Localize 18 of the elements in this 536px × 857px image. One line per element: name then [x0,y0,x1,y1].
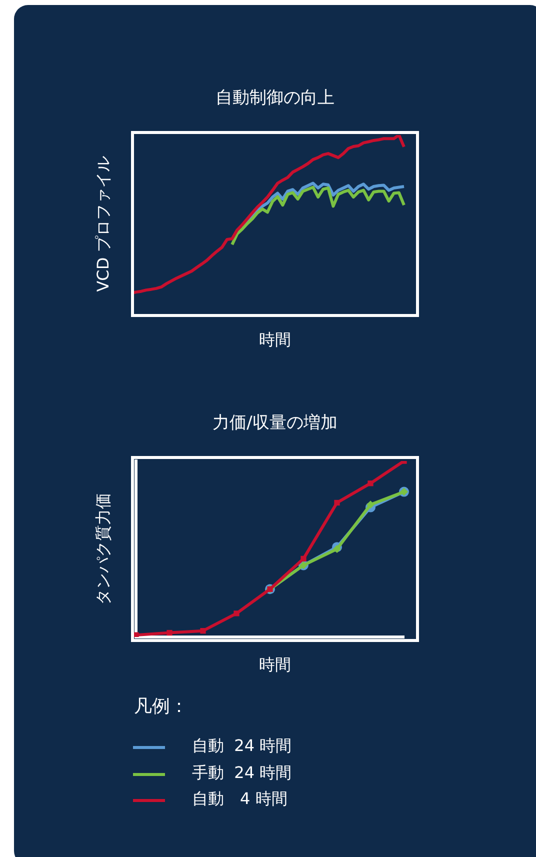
y-axis-title: タンパク質力価 [94,493,114,605]
legend-title: 凡例： [134,695,188,718]
x-axis-title: 時間 [259,330,291,351]
point [366,500,374,509]
legend-label: 自動 4 時間 [192,789,288,810]
point [334,500,340,506]
point [300,556,306,562]
y-axis-title: VCD プロファイル [94,156,114,292]
legend-label: 手動 24 時間 [192,762,292,784]
chart-title: 自動制御の向上 [216,87,334,109]
point [333,545,341,553]
legend-label: 自動 24 時間 [192,736,292,757]
point [234,610,240,616]
point [368,480,374,486]
point [166,630,172,636]
chart-title: 力価/収量の増加 [212,412,338,434]
x-axis-title: 時間 [259,655,291,676]
point [200,628,206,634]
